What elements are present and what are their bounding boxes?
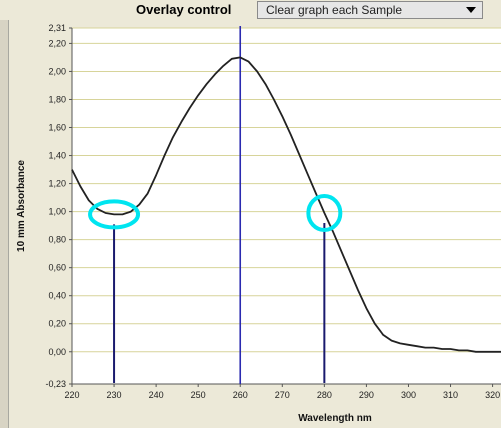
plot-area (72, 28, 501, 384)
y-tick-label: 0,80 (48, 235, 66, 245)
y-tick-label: 2,00 (48, 66, 66, 76)
x-axis-title: Wavelength nm (298, 413, 372, 424)
x-tick-label: 320 (485, 390, 500, 400)
y-tick-label: 1,20 (48, 179, 66, 189)
x-tick-label: 250 (191, 390, 206, 400)
overlay-toolbar: Overlay control Clear graph each Sample (0, 0, 501, 20)
highlight-circle (88, 199, 141, 230)
y-tick-label: 2,31 (48, 23, 66, 33)
left-panel-edge (0, 20, 9, 428)
y-tick-label: 1,80 (48, 94, 66, 104)
y-axis-title: 10 mm Absorbance (16, 160, 27, 252)
x-tick-label: 240 (149, 390, 164, 400)
x-tick-label: 220 (64, 390, 79, 400)
highlight-circle (306, 194, 343, 233)
overlay-control-label: Overlay control (136, 2, 232, 17)
y-tick-label: 0,60 (48, 263, 66, 273)
y-tick-label: 0,20 (48, 319, 66, 329)
dropdown-arrow-icon[interactable] (466, 7, 476, 13)
y-tick-label: 0,00 (48, 347, 66, 357)
absorbance-curve (71, 56, 501, 353)
x-tick-label: 300 (401, 390, 416, 400)
x-tick-label: 230 (107, 390, 122, 400)
y-tick-label: -0,23 (45, 379, 66, 389)
y-tick-label: 1,40 (48, 151, 66, 161)
x-tick-label: 280 (317, 390, 332, 400)
y-tick-label: 1,60 (48, 123, 66, 133)
y-tick-label: 1,00 (48, 207, 66, 217)
overlay-mode-value: Clear graph each Sample (266, 3, 403, 17)
x-tick-label: 290 (359, 390, 374, 400)
overlay-mode-dropdown[interactable]: Clear graph each Sample (257, 1, 483, 19)
y-tick-label: 2,20 (48, 38, 66, 48)
x-tick-label: 310 (443, 390, 458, 400)
x-tick-label: 260 (233, 390, 248, 400)
y-tick-label: 0,40 (48, 291, 66, 301)
x-tick-label: 270 (275, 390, 290, 400)
